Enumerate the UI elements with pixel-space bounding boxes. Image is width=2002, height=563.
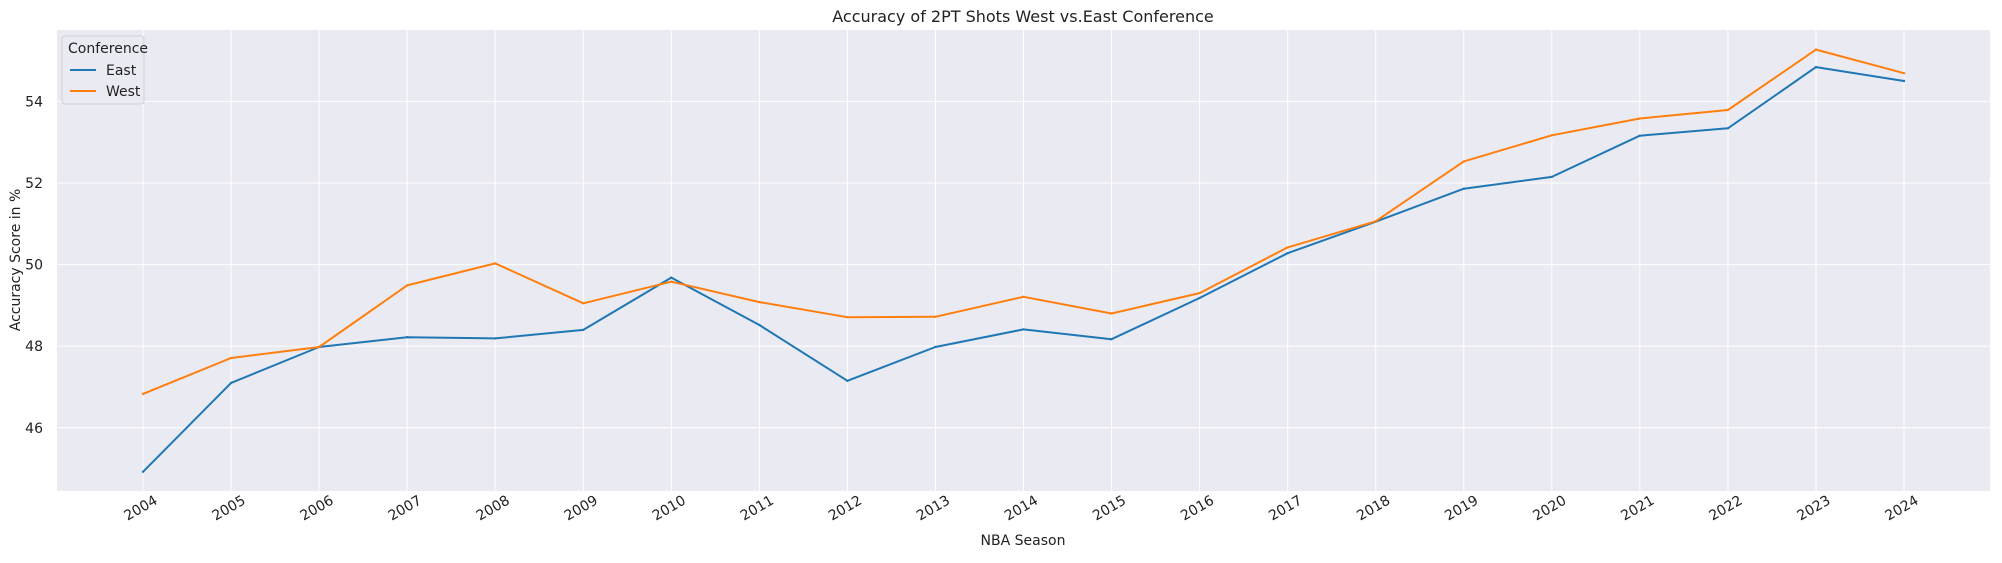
x-tick-label: 2015: [1090, 493, 1129, 525]
x-tick-label: 2022: [1706, 493, 1745, 525]
x-tick-label: 2013: [914, 493, 953, 525]
y-axis-title: Accuracy Score in %: [8, 189, 24, 332]
x-tick-label: 2007: [386, 493, 425, 525]
y-tick-label: 46: [25, 421, 43, 437]
data-point-west: [1198, 291, 1201, 295]
data-point-east: [1022, 328, 1025, 331]
data-point-west: [1110, 312, 1113, 315]
y-tick-label: 54: [25, 94, 43, 110]
data-point-west: [1022, 295, 1025, 298]
data-point-east: [934, 345, 937, 349]
data-point-west: [670, 280, 673, 283]
data-point-east: [1814, 65, 1818, 69]
data-point-west: [141, 392, 145, 396]
x-tick-label: 2012: [826, 493, 865, 525]
x-tick-label: 2019: [1442, 493, 1481, 525]
data-point-west: [405, 284, 409, 287]
data-point-west: [1902, 72, 1906, 75]
x-tick-label: 2020: [1530, 493, 1569, 525]
x-tick-label: 2006: [298, 493, 337, 525]
data-point-east: [846, 379, 849, 382]
data-point-west: [1550, 134, 1554, 137]
data-point-east: [758, 323, 761, 327]
data-point-east: [1638, 134, 1642, 137]
x-tick-label: 2014: [1002, 493, 1041, 525]
data-point-west: [582, 302, 585, 305]
data-point-west: [1462, 160, 1466, 163]
x-tick-label: 2017: [1266, 493, 1305, 525]
chart-title: Accuracy of 2PT Shots West vs.East Confe…: [832, 7, 1213, 26]
legend-box: [61, 35, 145, 105]
legend-title: Conference: [68, 41, 148, 57]
x-tick-label: 2018: [1354, 493, 1393, 525]
data-point-west: [1638, 117, 1642, 120]
series-lines: [141, 48, 1906, 473]
data-point-west: [1726, 108, 1730, 112]
x-tick-label: 2011: [738, 493, 777, 525]
data-point-east: [1286, 252, 1289, 255]
y-tick-label: 48: [25, 339, 43, 355]
data-point-east: [405, 336, 409, 339]
x-tick-label: 2005: [210, 493, 249, 525]
legend: Conference East West: [61, 35, 148, 105]
data-point-east: [229, 381, 233, 385]
data-point-west: [846, 316, 849, 319]
x-axis-title: NBA Season: [981, 533, 1066, 549]
data-point-east: [494, 337, 497, 340]
data-point-west: [494, 262, 497, 265]
data-point-east: [1462, 187, 1466, 190]
x-tick-labels: 2004 2005 2006 2007 2008 2009 2010 2011 2012 2013…: [122, 493, 1922, 525]
y-tick-label: 52: [25, 176, 43, 192]
x-tick-label: 2016: [1178, 493, 1217, 525]
data-point-west: [758, 300, 761, 304]
data-point-west: [1374, 220, 1377, 223]
data-point-west: [1814, 48, 1818, 51]
legend-label-east: East: [106, 63, 137, 79]
x-tick-label: 2008: [474, 493, 513, 525]
grid-lines: [57, 30, 1990, 491]
data-point-east: [1110, 338, 1113, 341]
data-point-east: [1726, 127, 1730, 130]
data-point-east: [1550, 175, 1554, 179]
x-tick-label: 2004: [122, 493, 161, 525]
x-tick-label: 2024: [1883, 493, 1922, 525]
data-point-east: [670, 276, 673, 279]
data-point-east: [582, 328, 585, 332]
data-point-east: [141, 470, 145, 473]
y-tick-labels: 46 48 50 52 54: [25, 94, 43, 436]
data-point-east: [1902, 79, 1906, 83]
y-tick-label: 50: [25, 258, 43, 274]
data-point-west: [1286, 246, 1289, 249]
legend-label-west: West: [106, 84, 141, 100]
data-point-east: [1198, 296, 1201, 300]
data-point-west: [229, 356, 233, 360]
x-tick-label: 2021: [1618, 493, 1657, 525]
data-point-west: [317, 345, 321, 349]
data-point-west: [934, 315, 937, 318]
x-tick-label: 2023: [1795, 493, 1834, 525]
x-tick-label: 2010: [650, 493, 689, 525]
x-tick-label: 2009: [562, 493, 601, 525]
